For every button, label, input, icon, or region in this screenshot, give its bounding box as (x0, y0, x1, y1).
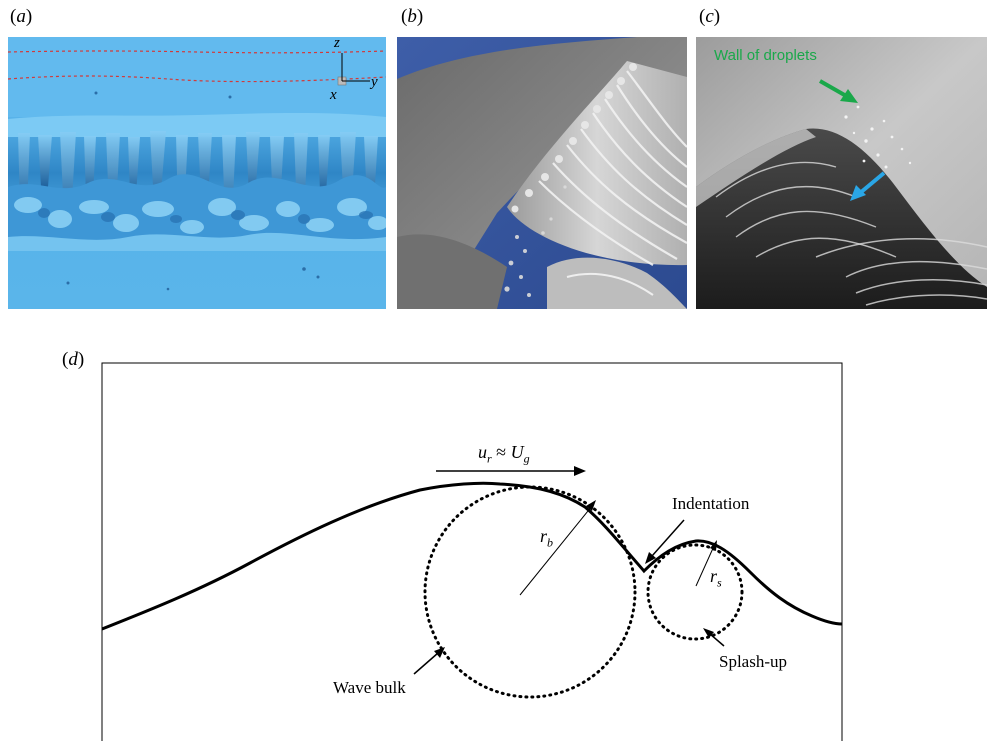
velocity-arrow-head (574, 466, 586, 476)
panel-c-label: (c) (699, 6, 721, 27)
panel-d-label: (d) (62, 349, 85, 370)
wall-of-droplets-label: Wall of droplets (714, 47, 817, 64)
indentation-label: Indentation (672, 494, 750, 513)
axis-x-label: x (330, 87, 337, 103)
axis-y-label: y (371, 74, 378, 90)
panel-c-photograph (696, 37, 987, 309)
wave-profile (101, 481, 843, 631)
schematic-frame (101, 362, 843, 741)
axis-triad (337, 53, 370, 86)
splash-up-circle (646, 543, 744, 641)
panel-a-label: (a) (10, 6, 33, 27)
rs-label: rs (710, 566, 722, 590)
splash-up-label: Splash-up (719, 652, 787, 671)
rb-label: rb (540, 526, 554, 550)
wave-bulk-circle (423, 485, 637, 699)
wave-bulk-label: Wave bulk (333, 678, 406, 697)
panel-a-simulation-image: z y x (8, 37, 386, 309)
panel-b-simulation-image (397, 37, 687, 309)
velocity-label: ur ≈ Ug (478, 442, 530, 466)
axis-z-label: z (334, 37, 340, 51)
panel-b-label: (b) (401, 6, 424, 27)
